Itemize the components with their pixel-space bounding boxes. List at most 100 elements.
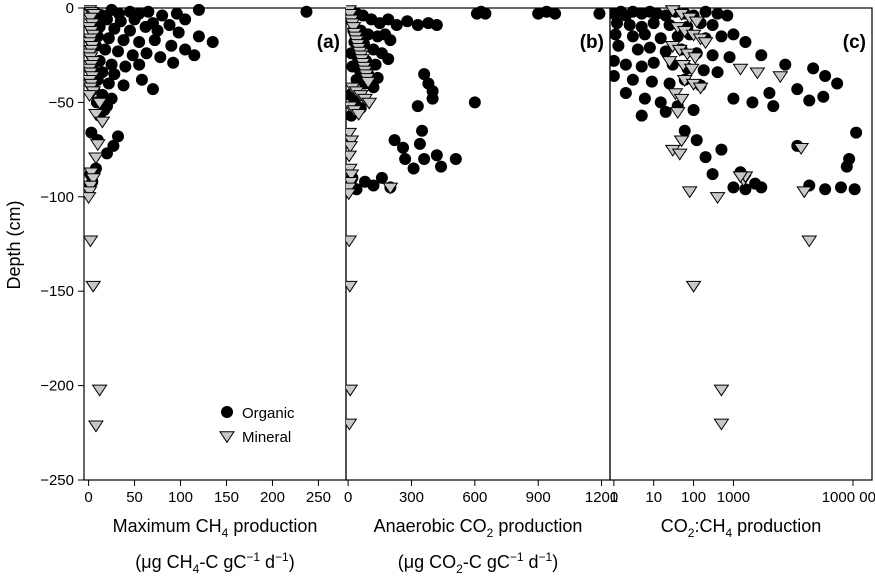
organic-point xyxy=(715,30,728,43)
x-axis-unit-part: (μg CO xyxy=(398,552,456,572)
x-tick-label: 1 xyxy=(610,489,618,506)
mineral-point xyxy=(732,171,749,184)
organic-point xyxy=(384,34,397,47)
x-axis-title-part: production xyxy=(732,516,821,536)
organic-point xyxy=(148,34,161,47)
mineral-point xyxy=(713,384,730,397)
mineral-point xyxy=(91,384,108,397)
organic-point xyxy=(779,58,792,71)
organic-point xyxy=(706,168,719,181)
y-tick-label: −250 xyxy=(40,472,74,489)
x-tick-label: 200 xyxy=(260,489,285,506)
panel-tag: (b) xyxy=(580,32,604,53)
x-axis-unit-part: -C gC xyxy=(199,552,246,572)
x-axis-title-part: 2 xyxy=(688,526,695,540)
organic-point xyxy=(678,124,691,137)
x-axis-title-part: 4 xyxy=(725,526,732,540)
organic-point xyxy=(133,58,146,71)
x-axis-title-part: Maximum CH xyxy=(113,516,222,536)
organic-point xyxy=(165,39,178,52)
organic-point xyxy=(105,92,118,105)
organic-point xyxy=(803,94,816,107)
mineral-point xyxy=(346,141,359,154)
mineral-point xyxy=(673,93,690,106)
x-axis-unit-part: −1 xyxy=(275,550,289,564)
organic-point xyxy=(610,28,622,41)
organic-point xyxy=(711,66,724,79)
mineral-point xyxy=(346,188,357,201)
organic-point xyxy=(430,149,443,162)
organic-point xyxy=(767,100,780,113)
organic-point xyxy=(699,5,712,18)
mineral-point xyxy=(346,280,358,293)
mineral-point xyxy=(681,186,698,199)
organic-point xyxy=(192,30,205,43)
organic-point xyxy=(422,17,435,30)
y-axis: 0 −50 −100 −150 −200 −250 xyxy=(40,0,84,489)
mineral-point xyxy=(661,56,678,69)
x-axis-unit-part: −1 xyxy=(246,550,260,564)
x-tick-label: 1200 xyxy=(585,489,618,506)
mineral-point xyxy=(692,82,709,95)
organic-point xyxy=(635,60,648,73)
organic-point xyxy=(470,7,483,20)
mineral-point xyxy=(88,420,104,433)
organic-point xyxy=(654,96,667,109)
x-tick-label: 0 xyxy=(84,489,92,506)
organic-point xyxy=(819,183,832,196)
x-axis-title-part: production xyxy=(228,516,317,536)
x-axis-unit-part: -C gC xyxy=(463,552,510,572)
organic-point xyxy=(167,56,180,69)
organic-point xyxy=(362,28,375,41)
x-tick-label: 10 xyxy=(645,489,662,506)
mineral-point xyxy=(85,173,102,186)
x-axis-unit-part: ) xyxy=(552,552,558,572)
panel-frame xyxy=(609,7,873,481)
organic-point xyxy=(638,92,651,105)
mineral-point xyxy=(346,384,359,397)
organic-point xyxy=(105,3,118,16)
x-axis-unit-part: 2 xyxy=(456,562,463,576)
organic-point xyxy=(746,96,759,109)
organic-point xyxy=(382,52,395,65)
organic-point xyxy=(146,83,159,96)
organic-point xyxy=(619,58,632,71)
y-tick-label: −150 xyxy=(40,283,74,300)
organic-point xyxy=(739,183,752,196)
mineral-point xyxy=(685,280,702,293)
organic-point xyxy=(206,35,219,48)
x-axis-unit-part: d xyxy=(524,552,539,572)
organic-point xyxy=(715,143,728,156)
organic-point xyxy=(699,151,712,164)
mineral-point xyxy=(697,37,714,50)
organic-point xyxy=(697,64,710,77)
organic-point xyxy=(192,3,205,16)
mineral-point xyxy=(88,109,104,121)
organic-point xyxy=(690,134,703,147)
mineral-point xyxy=(793,143,810,155)
organic-point xyxy=(706,49,719,62)
organic-point xyxy=(188,49,201,62)
organic-point xyxy=(659,105,672,118)
organic-point xyxy=(105,58,118,71)
x-tick-label: 1000 xyxy=(717,489,750,506)
x-tick-label: 100 xyxy=(168,489,193,506)
x-tick-label: 900 xyxy=(526,489,551,506)
x-axis-unit-part: −1 xyxy=(539,550,553,564)
mineral-point xyxy=(673,135,690,148)
y-tick-label: −100 xyxy=(40,189,74,206)
mineral-point xyxy=(683,63,700,76)
x-axis-title: Maximum CH4 production xyxy=(113,516,318,540)
organic-point xyxy=(763,86,776,99)
organic-point xyxy=(117,79,130,92)
mineral-point xyxy=(346,169,360,182)
mineral-point xyxy=(84,192,97,205)
y-tick-label: −50 xyxy=(49,94,74,111)
organic-point xyxy=(612,39,625,52)
organic-point xyxy=(128,13,141,26)
organic-point xyxy=(119,60,132,73)
x-tick-label: 150 xyxy=(214,489,239,506)
y-axis-title: Depth (cm) xyxy=(4,200,24,289)
organic-point xyxy=(647,56,660,69)
